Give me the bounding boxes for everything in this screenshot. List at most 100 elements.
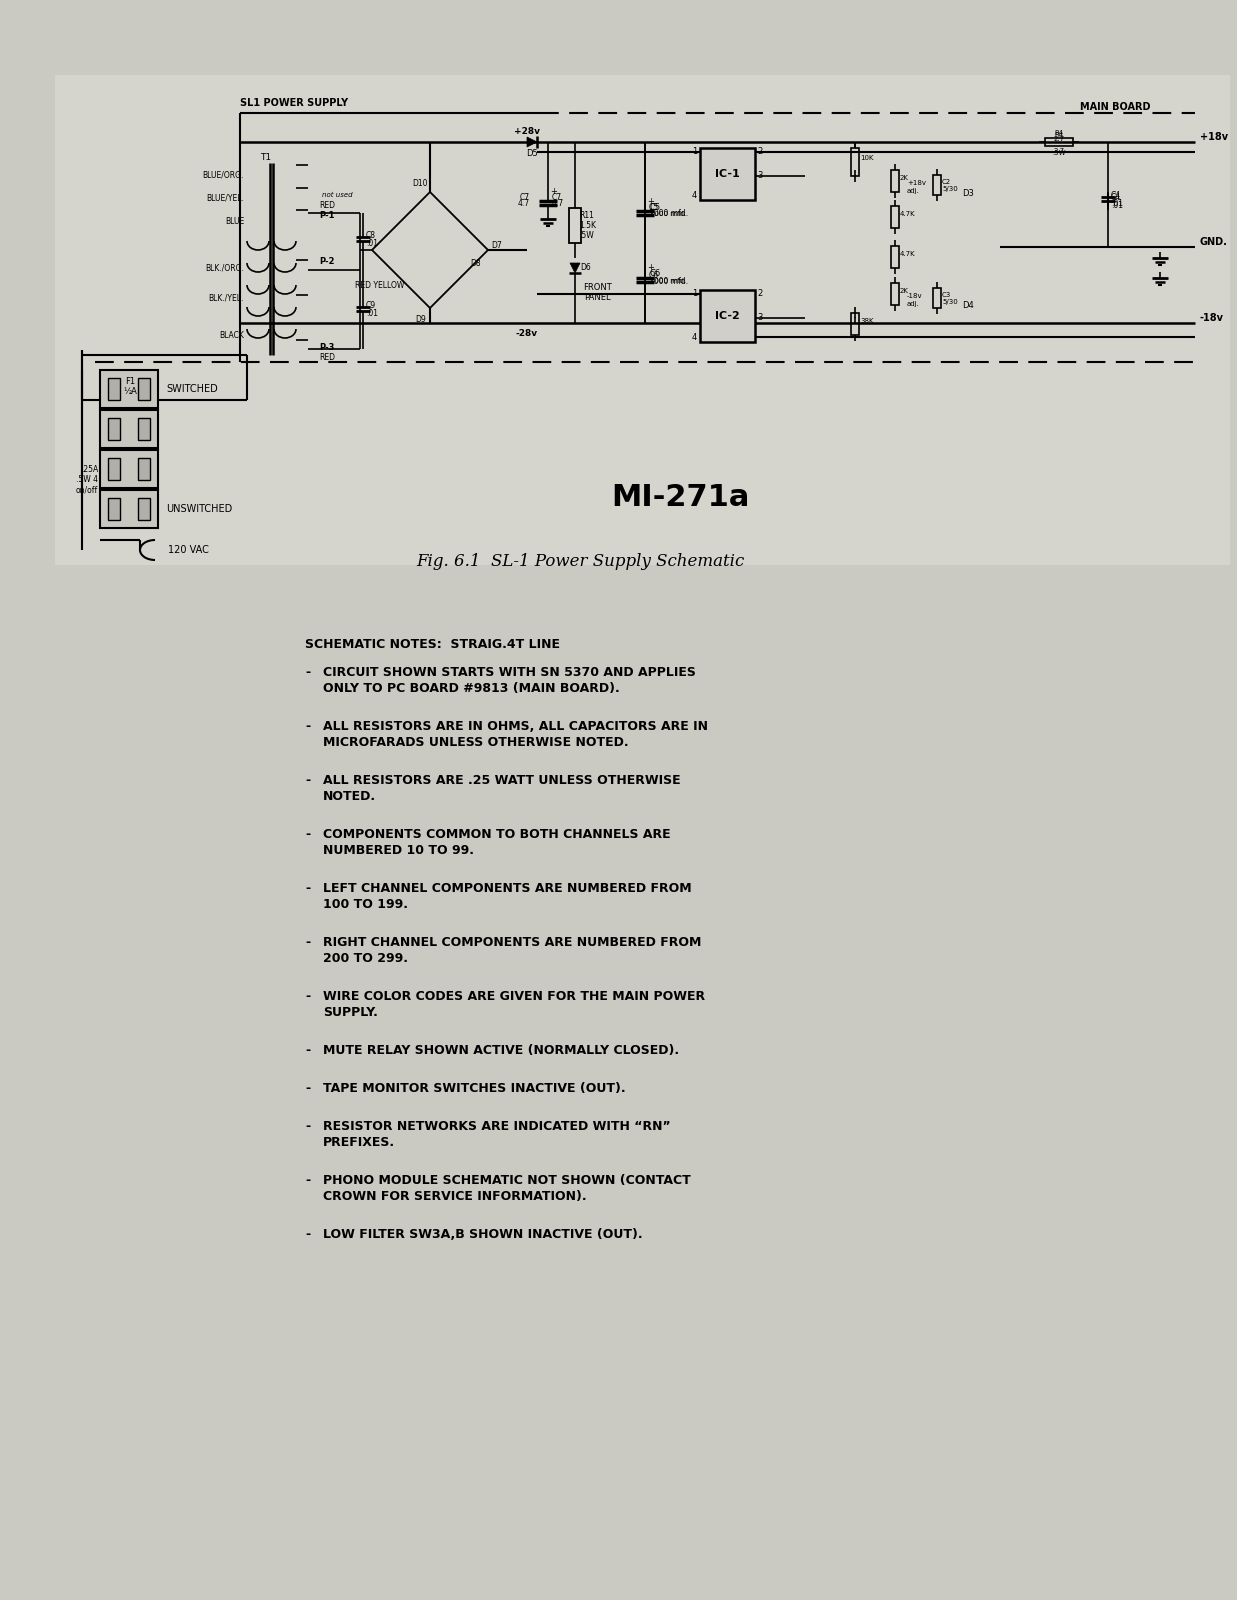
Text: BLK./ORG.: BLK./ORG. [205,264,244,272]
Bar [851,149,858,176]
Bar [700,290,755,342]
Text: C4: C4 [1111,190,1121,200]
Text: IC-2: IC-2 [715,310,740,322]
Text: 10K: 10K [860,155,873,160]
Text: C8: C8 [366,230,376,240]
Text: +28v: +28v [515,128,541,136]
Text: 120 VAC: 120 VAC [168,546,209,555]
Text: 1000 mfd.: 1000 mfd. [649,278,687,285]
Text: D10: D10 [412,179,428,189]
Text: -: - [306,936,310,949]
Text: 4.7: 4.7 [518,200,529,208]
Bar [100,370,158,408]
Text: 4.7: 4.7 [552,200,564,208]
Text: 2K: 2K [901,174,909,181]
Text: -: - [306,666,310,678]
Text: R4: R4 [1054,133,1064,138]
Text: R4: R4 [1054,130,1064,136]
Text: P-2: P-2 [319,258,334,267]
Text: UNSWITCHED: UNSWITCHED [166,504,233,514]
Text: SWITCHED: SWITCHED [166,384,218,394]
Text: 1: 1 [691,290,696,299]
Text: +: + [647,197,654,205]
Text: .25A: .25A [80,466,98,475]
Text: ALL RESISTORS ARE .25 WATT UNLESS OTHERWISE: ALL RESISTORS ARE .25 WATT UNLESS OTHERW… [323,774,680,787]
Text: PHONO MODULE SCHEMATIC NOT SHOWN (CONTACT: PHONO MODULE SCHEMATIC NOT SHOWN (CONTAC… [323,1174,690,1187]
Text: 2.7: 2.7 [1054,149,1065,154]
Text: +18v: +18v [1200,133,1228,142]
Text: D8: D8 [470,259,481,269]
Text: C7: C7 [552,194,562,203]
Text: 1.5K: 1.5K [579,221,596,229]
Text: 5/30: 5/30 [943,186,957,192]
Text: 4: 4 [691,190,696,200]
Text: MUTE RELAY SHOWN ACTIVE (NORMALLY CLOSED).: MUTE RELAY SHOWN ACTIVE (NORMALLY CLOSED… [323,1043,679,1058]
Text: -28v: -28v [516,328,538,338]
Text: T1: T1 [260,152,271,162]
Text: BLK./YEL.: BLK./YEL. [209,293,244,302]
Text: 4: 4 [691,333,696,341]
Text: CROWN FOR SERVICE INFORMATION).: CROWN FOR SERVICE INFORMATION). [323,1190,586,1203]
Text: SCHEMATIC NOTES:  STRAIG.4T LINE: SCHEMATIC NOTES: STRAIG.4T LINE [306,638,560,651]
Text: 4.7K: 4.7K [901,211,915,216]
Text: adj.: adj. [907,187,920,194]
Text: +: + [550,187,557,195]
Bar [139,458,150,480]
Text: P-3: P-3 [319,342,334,352]
Text: +: + [647,264,654,272]
Text: D7: D7 [491,240,502,250]
Text: 5/30: 5/30 [943,299,957,306]
Bar [108,418,120,440]
Text: WIRE COLOR CODES ARE GIVEN FOR THE MAIN POWER: WIRE COLOR CODES ARE GIVEN FOR THE MAIN … [323,990,705,1003]
Text: .5W: .5W [579,230,594,240]
Text: -: - [306,990,310,1003]
Text: RESISTOR NETWORKS ARE INDICATED WITH “RN”: RESISTOR NETWORKS ARE INDICATED WITH “RN… [323,1120,670,1133]
Text: D5: D5 [526,149,538,158]
Text: C5: C5 [649,203,661,211]
Text: -: - [306,1120,310,1133]
Text: Fig. 6.1  SL-1 Power Supply Schematic: Fig. 6.1 SL-1 Power Supply Schematic [416,554,745,571]
Text: .01: .01 [366,238,379,248]
Text: -: - [306,1229,310,1242]
Polygon shape [570,262,580,274]
Text: 200 TO 299.: 200 TO 299. [323,952,408,965]
Text: 1000 mfd.: 1000 mfd. [649,277,688,285]
Text: .5W: .5W [1053,150,1066,157]
Text: D6: D6 [580,264,591,272]
Bar [933,174,941,195]
Text: 2: 2 [757,147,762,157]
Text: C6: C6 [649,270,659,280]
Bar [891,283,899,306]
Text: -: - [306,774,310,787]
Text: C2: C2 [943,179,951,186]
Bar [108,378,120,400]
Text: NUMBERED 10 TO 99.: NUMBERED 10 TO 99. [323,845,474,858]
Text: ½A: ½A [122,387,137,397]
Text: MICROFARADS UNLESS OTHERWISE NOTED.: MICROFARADS UNLESS OTHERWISE NOTED. [323,736,628,749]
Text: RED YELLOW: RED YELLOW [355,280,404,290]
Text: +18v: +18v [907,179,927,186]
Text: C3: C3 [943,291,951,298]
Text: .5W 4: .5W 4 [75,475,98,485]
Text: 38K: 38K [860,318,873,323]
Text: .01: .01 [1111,198,1123,208]
Bar [139,498,150,520]
Text: -18v: -18v [907,293,923,299]
Text: .01: .01 [366,309,379,317]
Text: RED: RED [319,200,335,210]
Text: P-1: P-1 [319,211,334,219]
Bar [54,75,1230,565]
Text: 2K: 2K [901,288,909,294]
Text: C6: C6 [649,269,662,278]
Text: SUPPLY.: SUPPLY. [323,1006,377,1019]
Text: adj.: adj. [907,301,920,307]
Bar [891,206,899,227]
Text: NOTED.: NOTED. [323,790,376,803]
Bar [100,450,158,488]
Text: not used: not used [322,192,353,198]
Text: SL1 POWER SUPPLY: SL1 POWER SUPPLY [240,98,348,109]
Text: CIRCUIT SHOWN STARTS WITH SN 5370 AND APPLIES: CIRCUIT SHOWN STARTS WITH SN 5370 AND AP… [323,666,696,678]
Text: IC-1: IC-1 [715,170,740,179]
Text: C9: C9 [366,301,376,309]
Text: -: - [306,1174,310,1187]
